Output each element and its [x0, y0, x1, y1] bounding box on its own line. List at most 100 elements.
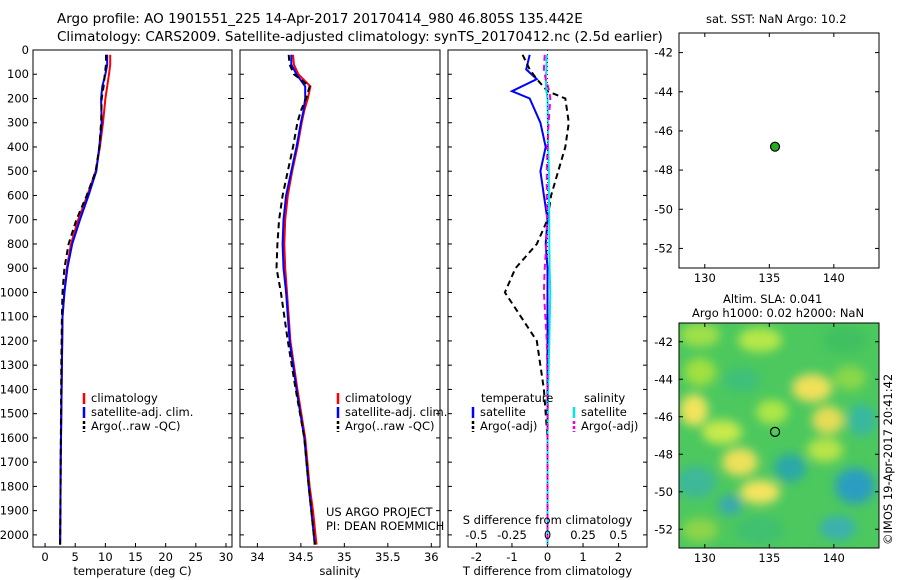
salinity-xlabel: salinity — [319, 564, 360, 578]
depth-tick-label: 100 — [7, 67, 29, 81]
sst-map-ytick-label: -52 — [654, 241, 673, 255]
salinity-xtick-label: 34 — [250, 550, 265, 564]
sla-map-ytick-label: -50 — [654, 485, 673, 499]
sst-map-ytick-label: -48 — [654, 163, 673, 177]
depth-tick-label: 1000 — [0, 285, 29, 299]
sla-patch — [774, 454, 806, 482]
depth-tick-label: 700 — [7, 213, 29, 227]
sla-patch — [820, 516, 856, 540]
depth-tick-label: 1300 — [0, 358, 29, 372]
depth-tick-label: 200 — [7, 91, 29, 105]
pi-annotation: PI: DEAN ROEMMICH — [326, 519, 444, 533]
sla-patch — [722, 448, 758, 476]
difference-xlabel: T difference from climatology — [462, 564, 633, 578]
sst-map-xtick-label: 135 — [758, 271, 780, 285]
sla-patch — [684, 358, 716, 386]
sla-patch — [724, 368, 760, 392]
diff-legend-t-argo-label: Argo(-adj) — [480, 419, 537, 433]
temperature-legend-label: climatology — [91, 391, 158, 405]
salinity-diff-tick-label: -0.5 — [465, 528, 487, 542]
temperature-xtick-label: 0 — [41, 550, 48, 564]
climatology-title: Climatology: CARS2009. Satellite-adjuste… — [57, 29, 663, 45]
temperature-xtick-label: 25 — [188, 550, 203, 564]
credit-text: ©IMOS 19-Apr-2017 20:41:42 — [881, 374, 895, 545]
temperature-legend-label: Argo(..raw -QC) — [91, 419, 181, 433]
sla-map-ytick-label: -42 — [654, 335, 673, 349]
temperature-xtick-label: 20 — [158, 550, 173, 564]
sla-patch — [792, 374, 832, 402]
sla-patch — [807, 438, 843, 462]
argo-position-marker-sla — [769, 426, 781, 437]
sla-patch — [812, 406, 844, 434]
salinity-diff-tick-label: 0.5 — [609, 528, 627, 542]
depth-tick-label: 1800 — [0, 479, 29, 493]
depth-tick-label: 1900 — [0, 504, 29, 518]
difference-xtick-label: 0 — [544, 550, 551, 564]
sla-patch — [756, 400, 788, 424]
sla-map-xtick-label: 140 — [823, 551, 845, 565]
depth-tick-label: 1200 — [0, 334, 29, 348]
sla-map-frame — [678, 322, 880, 549]
salinity-legend-label: climatology — [345, 391, 412, 405]
sla-patch — [736, 516, 784, 544]
sla-patch — [738, 328, 782, 352]
depth-tick-label: 900 — [7, 261, 29, 275]
sla-map-ytick-label: -48 — [654, 447, 673, 461]
sst-map-ytick-label: -50 — [654, 202, 673, 216]
temperature-axes-frame — [32, 49, 233, 548]
sst-map-ytick-label: -44 — [654, 85, 673, 99]
diff-legend-s-satellite-label: satellite — [581, 405, 627, 419]
salinity-xtick-label: 36 — [424, 550, 439, 564]
depth-tick-label: 1600 — [0, 431, 29, 445]
sla-map-ytick-label: -52 — [654, 522, 673, 536]
sla-map-ytick-label: -46 — [654, 410, 673, 424]
sla-title-line2: Argo h1000: 0.02 h2000: NaN — [692, 306, 865, 320]
depth-tick-label: 1700 — [0, 455, 29, 469]
depth-tick-label: 2000 — [0, 528, 29, 542]
temperature-series-argo-raw-qc- — [59, 54, 107, 545]
sst-map-background — [679, 33, 879, 268]
sla-map-xtick-label: 135 — [758, 551, 780, 565]
difference-xtick-label: 2 — [615, 550, 622, 564]
sla-patch — [680, 394, 708, 426]
salinity-series-argo-raw-qc- — [275, 54, 316, 545]
diff-legend-t-satellite-label: satellite — [480, 405, 526, 419]
depth-tick-label: 600 — [7, 188, 29, 202]
sla-patch — [702, 420, 742, 444]
difference-series-s-argo-adj- — [542, 54, 552, 545]
salinity-diff-tick-label: 0.25 — [570, 528, 596, 542]
depth-tick-label: 1500 — [0, 407, 29, 421]
temperature-xtick-label: 30 — [219, 550, 234, 564]
sst-map-xtick-label: 140 — [823, 271, 845, 285]
sla-patch — [680, 323, 720, 347]
salinity-xtick-label: 34.5 — [288, 550, 314, 564]
difference-series-t-argo-adj- — [503, 54, 570, 545]
sla-heatmap — [679, 323, 879, 548]
sla-patch — [718, 495, 742, 515]
diff-legend-s-argo-label: Argo(-adj) — [581, 419, 638, 433]
difference-series-t-satellite — [509, 54, 549, 545]
depth-tick-label: 400 — [7, 140, 29, 154]
sst-map-ytick-label: -42 — [654, 46, 673, 60]
depth-tick-label: 500 — [7, 164, 29, 178]
depth-tick-label: 1100 — [0, 310, 29, 324]
temperature-xtick-label: 10 — [98, 550, 113, 564]
sst-map-xtick-label: 130 — [694, 271, 716, 285]
depth-tick-label: 1400 — [0, 382, 29, 396]
depth-tick-label: 800 — [7, 237, 29, 251]
sla-patch — [823, 326, 867, 354]
sst-map-title: sat. SST: NaN Argo: 10.2 — [706, 12, 847, 26]
sla-map-ytick-label: -44 — [654, 372, 673, 386]
sst-map-frame — [678, 32, 880, 269]
salinity-diff-tick-label: 0 — [544, 528, 551, 542]
temperature-series-climatology — [59, 54, 112, 545]
argo-position-marker — [769, 141, 781, 152]
temperature-xlabel: temperature (deg C) — [73, 564, 191, 578]
sla-patch — [834, 366, 866, 390]
salinity-series-satellite-adj-clim- — [281, 54, 316, 545]
temperature-xtick-label: 15 — [128, 550, 143, 564]
sla-map-xtick-label: 130 — [694, 551, 716, 565]
salinity-legend-label: satellite-adj. clim. — [345, 405, 447, 419]
sst-map-ytick-label: -46 — [654, 124, 673, 138]
